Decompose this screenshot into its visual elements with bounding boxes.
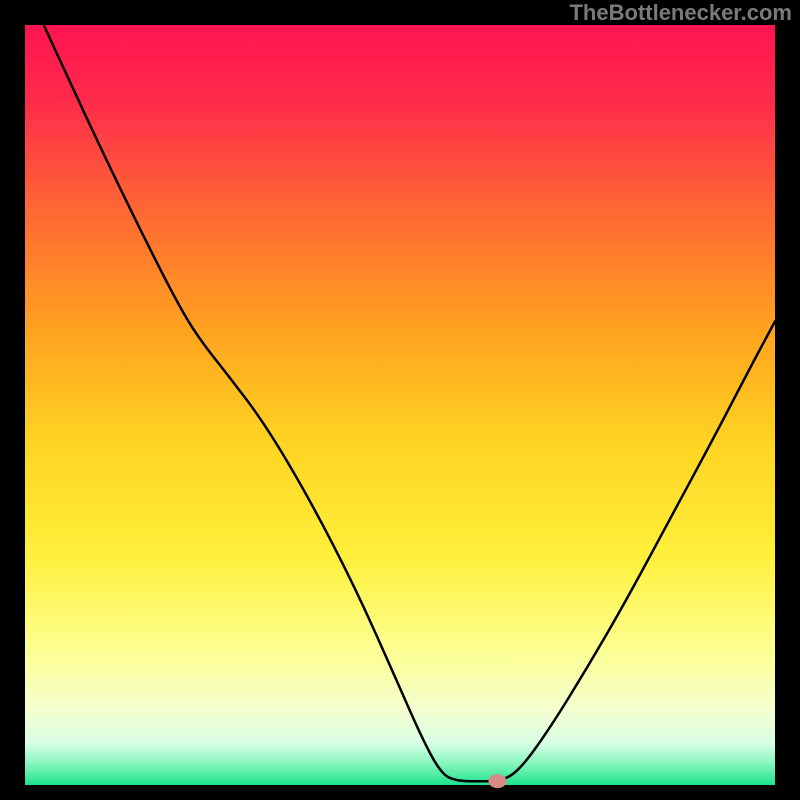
optimal-point-marker — [489, 774, 507, 788]
watermark-text: TheBottlenecker.com — [569, 0, 792, 26]
bottleneck-curve-chart — [0, 0, 800, 800]
chart-container: TheBottlenecker.com — [0, 0, 800, 800]
gradient-background — [25, 25, 775, 785]
